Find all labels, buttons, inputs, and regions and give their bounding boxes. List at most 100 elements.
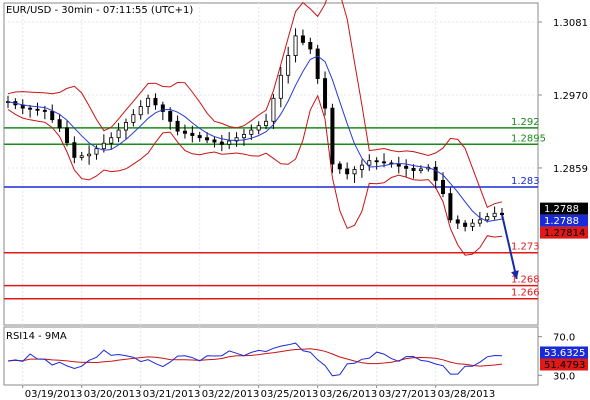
candle-body <box>477 219 482 224</box>
x-axis-label: 03/21/2013 <box>143 389 201 400</box>
candle-body <box>227 140 232 145</box>
candle-body <box>448 193 453 221</box>
candle-body <box>50 111 55 121</box>
candle-body <box>101 142 106 150</box>
level-label: 1.292 <box>511 117 540 128</box>
candle-body <box>315 48 320 79</box>
level-label: 1.283 <box>511 176 540 187</box>
candle-body <box>367 160 372 166</box>
candle-body <box>28 107 33 110</box>
candle-body <box>441 180 446 194</box>
x-axis-labels: 03/19/2013 03/20/2013 03/21/2013 03/22/2013… <box>22 385 496 400</box>
candle-body <box>323 78 328 109</box>
price-tag-box <box>540 358 588 371</box>
candle-body <box>433 166 438 181</box>
candle-body <box>308 42 313 50</box>
candlesticks <box>6 28 504 232</box>
candle-body <box>293 35 298 56</box>
candle-body <box>264 120 269 127</box>
candle-body <box>205 137 210 141</box>
rsi-tick-label: 30.0 <box>553 371 575 382</box>
price-tag-box <box>540 214 588 227</box>
rsi-panel-frame <box>3 326 539 386</box>
price-tag-box <box>540 346 588 359</box>
candle-body <box>300 35 305 43</box>
support-resistance-levels: 1.292 1.2895 1.283 1.273 1.268 1.266 <box>4 117 546 300</box>
candle-body <box>499 212 504 216</box>
price-tag-text: 1.27814 <box>544 228 585 239</box>
candle-body <box>256 125 261 131</box>
bollinger-upper-band <box>7 0 503 208</box>
moving-average-line <box>7 55 503 223</box>
price-panel-frame <box>3 2 539 326</box>
candle-body <box>492 212 497 217</box>
candle-body <box>160 104 165 112</box>
price-tag-box <box>540 202 588 215</box>
rsi-lines <box>7 342 503 377</box>
x-axis-label: 03/28/2013 <box>438 389 496 400</box>
candle-body <box>278 74 283 99</box>
candle-body <box>123 121 128 131</box>
candle-body <box>330 107 335 165</box>
candle-body <box>57 119 62 129</box>
candle-body <box>234 137 239 142</box>
candle-body <box>42 109 47 112</box>
forecast-arrow <box>501 214 519 280</box>
level-label: 1.273 <box>511 242 540 253</box>
candle-body <box>109 137 114 144</box>
candle-body <box>404 165 409 169</box>
candle-body <box>212 139 217 143</box>
candle-body <box>271 97 276 122</box>
candle-body <box>455 219 460 224</box>
price-tag-text: 51.4793 <box>544 360 585 371</box>
candle-body <box>374 160 379 163</box>
level-label: 1.268 <box>511 275 540 286</box>
candle-body <box>182 130 187 134</box>
price-tag-box <box>540 226 588 239</box>
bollinger-lower-band <box>7 94 503 256</box>
candle-body <box>131 114 136 123</box>
y-tick-label: 1.2970 <box>553 91 588 102</box>
level-label: 1.2895 <box>511 133 546 144</box>
candle-body <box>168 111 173 122</box>
x-axis-label: 03/19/2013 <box>25 389 83 400</box>
candle-body <box>411 167 416 171</box>
price-tag-text: 1.2788 <box>544 216 579 227</box>
candle-body <box>485 216 490 221</box>
candle-body <box>463 222 468 227</box>
y-axis-ticks: 1.3081 1.2970 1.2859 70.0 30.0 <box>538 18 588 382</box>
candle-body <box>146 97 151 107</box>
candle-body <box>35 108 40 111</box>
rsi-tick-label: 70.0 <box>553 333 575 344</box>
x-axis-label: 03/20/2013 <box>84 389 142 400</box>
candle-body <box>64 127 69 144</box>
moving-average <box>7 55 503 223</box>
x-axis-label: 03/25/2013 <box>261 389 319 400</box>
candle-body <box>153 97 158 106</box>
rsi-ma-line <box>7 348 503 367</box>
chart-title: EUR/USD - 30min - 07:11:55 (UTC+1) <box>6 5 193 16</box>
candle-body <box>382 161 387 164</box>
candle-body <box>337 163 342 170</box>
x-axis-label: 03/26/2013 <box>320 389 378 400</box>
candle-body <box>249 129 254 135</box>
rsi-label: RSI14 - 9MA <box>6 331 67 342</box>
candle-body <box>190 132 195 136</box>
rsi-line <box>7 342 503 377</box>
y-tick-label: 1.2859 <box>553 164 588 175</box>
candle-body <box>345 168 350 175</box>
y-tick-label: 1.3081 <box>553 18 588 29</box>
candle-body <box>72 142 77 158</box>
candle-body <box>79 155 84 158</box>
candle-body <box>138 106 143 116</box>
candle-body <box>286 55 291 76</box>
candle-body <box>94 148 99 155</box>
bollinger-bands <box>7 0 503 256</box>
level-label: 1.266 <box>511 288 540 299</box>
price-tag-text: 53.6325 <box>544 348 585 359</box>
price-tag-text: 1.2788 <box>544 204 579 215</box>
candle-body <box>219 141 224 145</box>
candle-body <box>197 135 202 139</box>
